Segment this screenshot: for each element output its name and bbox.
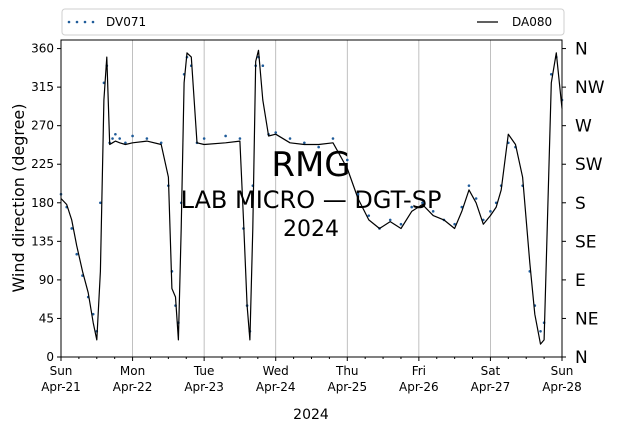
y-tick-label: 0	[46, 350, 54, 364]
data-point	[367, 214, 371, 217]
legend-dv071-marker	[67, 20, 95, 24]
watermark: RMG LAB MICRO — DGT-SP 2024	[181, 145, 442, 242]
x-tick-label-date: Apr-26	[399, 380, 439, 394]
legend-box	[61, 8, 565, 36]
data-point	[549, 72, 553, 76]
x-tick-label-date: Apr-24	[256, 380, 296, 394]
series-layer	[59, 49, 564, 345]
compass-label: SE	[575, 232, 597, 252]
data-point	[202, 137, 206, 140]
legend: DV071 DA080	[61, 8, 565, 36]
data-point	[131, 134, 134, 138]
data-point	[111, 137, 114, 140]
data-point	[489, 210, 492, 213]
data-point	[474, 197, 478, 200]
compass-label: NE	[575, 309, 598, 329]
legend-dot	[83, 20, 87, 24]
data-point	[238, 137, 242, 140]
x-tick-label-day: Fri	[412, 364, 426, 378]
y-tick-label: 45	[39, 311, 54, 325]
data-point	[467, 184, 471, 187]
data-point	[145, 137, 149, 140]
legend-dot	[91, 20, 95, 24]
legend-dv071-label: DV071	[106, 15, 146, 29]
y-tick-label: 225	[31, 157, 54, 171]
x-tick-label-day: Thu	[335, 364, 359, 378]
y-tick-label: 90	[39, 273, 54, 287]
data-point	[288, 137, 292, 140]
compass-label: E	[575, 271, 586, 291]
x-tick-label-date: Apr-22	[113, 380, 153, 394]
y-axis-label: Wind direction (degree)	[9, 103, 28, 292]
compass-label: S	[575, 194, 586, 214]
x-tick-label-date: Apr-23	[184, 380, 224, 394]
watermark-line-3: 2024	[283, 217, 339, 242]
data-point	[99, 201, 102, 205]
data-point	[261, 64, 265, 68]
data-point	[114, 132, 117, 136]
y-tick-label: 135	[31, 234, 54, 248]
data-point	[356, 192, 360, 196]
x-tick-label-day: Sat	[481, 364, 501, 378]
x-tick-label-date: Apr-28	[542, 380, 582, 394]
y-tick-label: 270	[31, 119, 54, 133]
grid-lines	[132, 40, 491, 357]
data-point	[124, 141, 127, 145]
data-point	[410, 205, 414, 209]
x-tick-label-date: Apr-21	[41, 380, 81, 394]
legend-dot	[75, 20, 79, 24]
data-point	[331, 137, 335, 140]
compass-label: N	[575, 40, 588, 60]
x-tick-label-day: Sun	[551, 364, 574, 378]
data-point	[317, 145, 320, 149]
data-point	[118, 137, 121, 140]
data-point	[224, 134, 227, 138]
compass-label: SW	[575, 155, 603, 175]
data-point	[274, 131, 278, 134]
data-point	[539, 329, 542, 333]
data-point	[75, 252, 79, 256]
data-point	[453, 222, 456, 226]
y-tick-label: 315	[31, 80, 54, 94]
compass-label: N	[575, 348, 588, 368]
watermark-line-1: RMG	[271, 145, 350, 185]
series-da080	[60, 49, 563, 345]
data-point	[70, 227, 74, 230]
data-point	[399, 222, 403, 226]
legend-da080-label: DA080	[512, 15, 552, 29]
data-point	[345, 158, 349, 162]
data-point	[421, 201, 424, 205]
x-tick-label-day: Tue	[193, 364, 215, 378]
x-axis-label: 2024	[293, 407, 329, 423]
data-point	[303, 141, 306, 145]
y-tick-label: 180	[31, 196, 54, 210]
y-tick-label: 360	[31, 42, 54, 56]
x-tick-label-day: Sun	[50, 364, 73, 378]
x-tick-label-date: Apr-27	[471, 380, 511, 394]
data-point	[91, 312, 95, 316]
data-point	[431, 210, 435, 213]
series-line	[60, 49, 563, 345]
data-point	[388, 218, 392, 222]
x-tick-label-day: Mon	[120, 364, 145, 378]
compass-label: NW	[575, 78, 605, 98]
x-tick-label-day: Wed	[263, 364, 289, 378]
compass-label: W	[575, 117, 592, 137]
legend-dot	[67, 20, 71, 24]
watermark-line-2: LAB MICRO — DGT-SP	[181, 186, 442, 214]
data-point	[159, 141, 163, 145]
x-tick-label-date: Apr-25	[327, 380, 367, 394]
